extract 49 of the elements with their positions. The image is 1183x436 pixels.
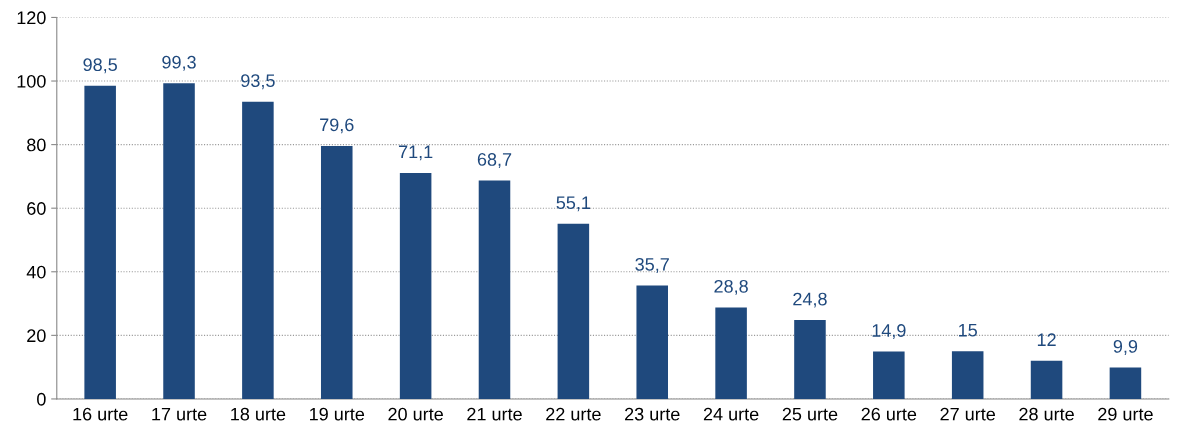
bar <box>320 145 353 399</box>
data-label: 24,8 <box>793 292 827 308</box>
y-tick-label: 20 <box>27 329 46 343</box>
data-label: 99,3 <box>162 55 196 71</box>
y-tick-label: 120 <box>17 11 46 25</box>
bar <box>951 351 984 399</box>
y-tick-label: 100 <box>17 74 46 88</box>
bar <box>1030 360 1063 399</box>
x-tick-label: 24 urte <box>703 407 759 421</box>
data-label: 28,8 <box>714 279 748 295</box>
bar <box>794 320 826 399</box>
bar <box>242 101 274 399</box>
data-label: 71,1 <box>398 145 433 161</box>
data-label: 12 <box>1037 333 1056 346</box>
data-label: 35,7 <box>635 257 669 273</box>
y-tick-label: 0 <box>37 392 46 406</box>
x-tick-label: 28 urte <box>1019 407 1074 421</box>
bar <box>715 307 747 399</box>
bar <box>399 172 432 399</box>
data-label: 98,5 <box>83 58 117 74</box>
data-label: 9,9 <box>1113 340 1138 355</box>
x-tick-label: 21 urte <box>467 407 522 421</box>
y-tick-label: 60 <box>27 202 46 215</box>
x-tick-label: 20 urte <box>388 407 443 421</box>
data-label: 79,6 <box>320 118 354 134</box>
data-label: 55,1 <box>556 196 591 212</box>
x-tick-label: 25 urte <box>782 407 838 421</box>
bar <box>557 223 590 399</box>
x-tick-label: 18 urte <box>231 407 286 421</box>
bar <box>1109 367 1142 399</box>
data-label: 68,7 <box>477 153 512 168</box>
data-label: 15 <box>959 323 977 337</box>
x-tick-label: 29 urte <box>1098 407 1153 421</box>
y-tick-label: 40 <box>26 265 46 279</box>
x-tick-label: 17 urte <box>152 407 207 421</box>
bar <box>636 285 668 399</box>
x-tick-label: 16 urte <box>73 407 128 421</box>
bar <box>84 85 116 399</box>
bar <box>163 83 195 399</box>
y-tick-label: 80 <box>27 138 46 152</box>
x-tick-label: 27 urte <box>940 407 995 421</box>
x-tick-label: 26 urte <box>861 407 917 421</box>
data-label: 93,5 <box>241 74 275 90</box>
bar <box>873 351 905 399</box>
x-tick-label: 23 urte <box>625 407 680 421</box>
data-label: 14,9 <box>872 324 906 340</box>
x-tick-label: 19 urte <box>310 407 365 421</box>
x-tick-label: 22 urte <box>546 407 601 421</box>
bar <box>478 180 511 399</box>
